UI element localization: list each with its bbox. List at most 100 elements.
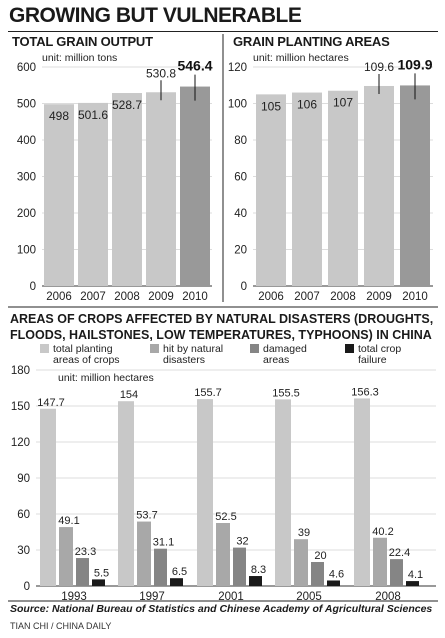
chart-3-legend-label: total planting — [53, 343, 113, 355]
chart-3-value-label: 155.5 — [272, 387, 300, 399]
divider-top — [8, 31, 438, 32]
chart-3-value-label: 6.5 — [172, 566, 187, 578]
chart-3-bar-2001-series-3 — [233, 547, 246, 586]
chart-3-xtick-label: 2001 — [218, 591, 244, 603]
chart-3-xtick-label: 1997 — [139, 591, 165, 603]
chart-2-bar-2010 — [400, 85, 430, 287]
chart-3-bar-1993-series-1 — [40, 408, 56, 586]
chart-2-bar-2008 — [328, 90, 358, 286]
source-note: Source: National Bureau of Statistics an… — [10, 603, 433, 615]
chart-1-unit-label: unit: million tons — [42, 52, 117, 64]
chart-2-value-label: 105 — [261, 99, 281, 113]
chart-3-bar-2001-series-1 — [197, 399, 213, 586]
chart-1-value-label: 501.6 — [78, 108, 108, 122]
chart-3-value-label: 155.7 — [194, 387, 222, 399]
chart-2-xtick-label: 2010 — [402, 291, 428, 303]
chart-2-value-label: 109.6 — [364, 60, 394, 74]
chart-1-value-label: 528.7 — [112, 98, 142, 112]
chart-3-bar-2008-series-1 — [354, 398, 370, 586]
chart-3-bar-1993-series-3 — [76, 558, 89, 586]
chart-3-value-label: 147.7 — [37, 397, 65, 409]
chart-3-legend-swatch — [345, 344, 354, 353]
chart-3-value-label: 52.5 — [215, 511, 236, 523]
chart-3-value-label: 31.1 — [153, 537, 174, 549]
chart-1-xtick-label: 2007 — [80, 291, 106, 303]
chart-1-ytick-label: 200 — [17, 208, 36, 220]
chart-3-bar-1997-series-1 — [118, 401, 134, 586]
chart-1-ytick-label: 0 — [30, 281, 36, 293]
chart-3-legend-label: hit by natural — [163, 343, 223, 355]
chart-2-ytick-label: 80 — [234, 135, 247, 147]
chart-3-value-label: 40.2 — [372, 526, 393, 538]
credit-line: TIAN CHI / CHINA DAILY — [10, 621, 112, 631]
chart-1-xtick-label: 2008 — [114, 291, 140, 303]
chart-1-ytick-label: 400 — [17, 135, 36, 147]
chart-3-legend-swatch — [150, 344, 159, 353]
chart-1-bar-2007 — [78, 102, 108, 286]
chart-3-value-label: 4.1 — [408, 569, 423, 581]
chart-3-value-label: 154 — [120, 389, 138, 401]
chart-1-ytick-label: 300 — [17, 172, 36, 184]
chart-2-ytick-label: 100 — [228, 99, 247, 111]
chart-3-value-label: 32 — [236, 536, 248, 548]
chart-1-value-label: 546.4 — [177, 58, 212, 74]
chart-3-xtick-label: 2005 — [296, 591, 322, 603]
chart-3-legend-label: areas of crops — [53, 354, 120, 366]
chart-1-bar-2010 — [180, 86, 210, 287]
chart-2-xtick-label: 2006 — [258, 291, 284, 303]
chart-2-ytick-label: 120 — [228, 62, 247, 74]
chart-3-bar-2005-series-4 — [327, 580, 340, 586]
page-title: GROWING BUT VULNERABLE — [9, 4, 302, 27]
chart-1-xtick-label: 2010 — [182, 291, 208, 303]
chart-1-value-label: 530.8 — [146, 66, 176, 80]
chart-3-ytick-label: 0 — [24, 581, 30, 593]
chart-3-value-label: 23.3 — [75, 546, 96, 558]
chart-3-xtick-label: 2008 — [375, 591, 401, 603]
chart-2-xtick-label: 2007 — [294, 291, 320, 303]
chart-3-bar-2001-series-2 — [216, 523, 230, 586]
chart-3-legend-label: total crop — [358, 343, 401, 355]
chart-1-ytick-label: 500 — [17, 99, 36, 111]
chart-3-value-label: 8.3 — [251, 564, 266, 576]
chart-1-bar-2006 — [44, 104, 74, 286]
chart-3-ytick-label: 150 — [11, 401, 30, 413]
chart-2-bar-2009 — [364, 85, 394, 286]
chart-1-xtick-label: 2006 — [46, 291, 72, 303]
chart-3-bar-2008-series-2 — [373, 537, 387, 586]
chart-3-value-label: 156.3 — [351, 386, 379, 398]
chart-3-unit-label: unit: million hectares — [58, 372, 154, 384]
chart-2-xtick-label: 2009 — [366, 291, 392, 303]
chart-3-bar-2008-series-4 — [406, 581, 419, 586]
chart-1-title: TOTAL GRAIN OUTPUT — [12, 34, 153, 49]
chart-3-value-label: 39 — [298, 527, 310, 539]
chart-1-bar-2009 — [146, 92, 176, 287]
chart-3-legend-label: areas — [263, 354, 289, 366]
chart-3-bar-1997-series-4 — [170, 578, 183, 586]
chart-3-ytick-label: 120 — [11, 437, 30, 449]
chart-3-bar-2005-series-2 — [294, 539, 308, 586]
chart-3-value-label: 4.6 — [329, 568, 344, 580]
chart-3-legend-swatch — [250, 344, 259, 353]
chart-1-xtick-label: 2009 — [148, 291, 174, 303]
chart-2-ytick-label: 40 — [234, 208, 247, 220]
chart-3-ytick-label: 90 — [17, 473, 30, 485]
chart-2-ytick-label: 60 — [234, 172, 247, 184]
chart-2-xtick-label: 2008 — [330, 291, 356, 303]
chart-1-ytick-label: 100 — [17, 245, 36, 257]
chart-3-title: AREAS OF CROPS AFFECTED BY NATURAL DISAS… — [10, 312, 434, 342]
chart-3-value-label: 5.5 — [94, 567, 109, 579]
chart-3-legend-swatch — [40, 344, 49, 353]
chart-3-bar-1993-series-2 — [59, 527, 73, 586]
chart-3-value-label: 22.4 — [389, 547, 410, 559]
chart-2-bar-2006 — [256, 94, 286, 286]
chart-3-bar-2005-series-3 — [311, 562, 324, 586]
chart-3-bar-1993-series-4 — [92, 579, 105, 586]
chart-3-ytick-label: 30 — [17, 545, 30, 557]
chart-3-value-label: 20 — [314, 550, 326, 562]
chart-2-title: GRAIN PLANTING AREAS — [233, 34, 390, 49]
chart-2-unit-label: unit: million hectares — [253, 52, 349, 64]
chart-1-value-label: 498 — [49, 109, 69, 123]
chart-3-legend-label: failure — [358, 354, 387, 366]
chart-3-bar-2008-series-3 — [390, 559, 403, 586]
chart-2-value-label: 107 — [333, 96, 353, 110]
